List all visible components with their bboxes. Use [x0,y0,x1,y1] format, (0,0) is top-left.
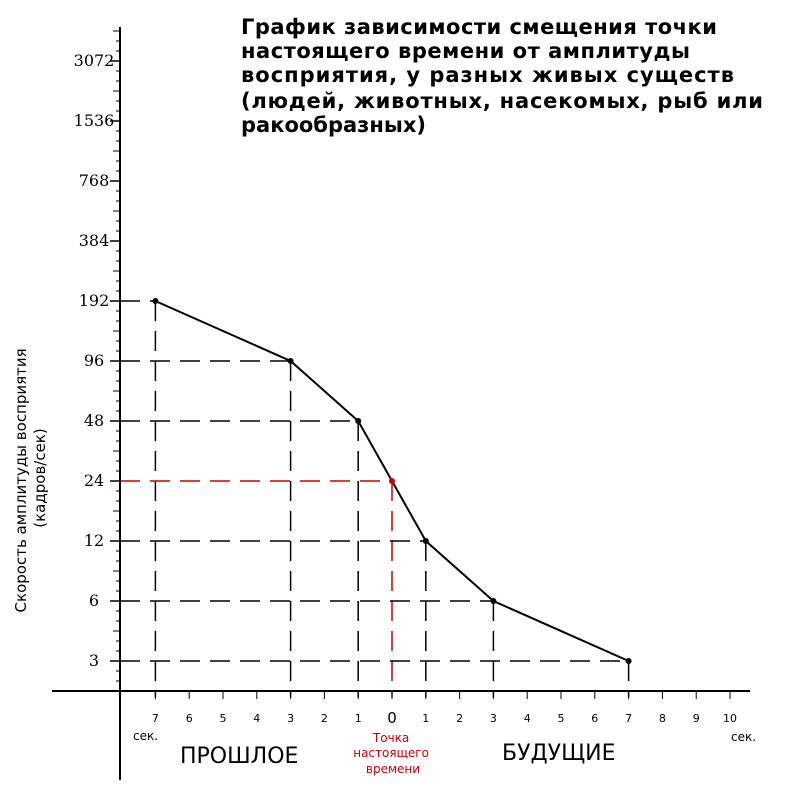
y-axis-label-line-2: (кадров/сек) [31,428,49,527]
x-tick-label: 6 [186,712,193,725]
y-tick-label: 3072 [74,51,115,70]
y-tick-label: 768 [79,171,110,190]
present-point-label-line-2: настоящего [353,746,429,760]
y-tick-label: 1536 [74,111,115,130]
data-point [625,658,632,664]
chart-title-line-2: настоящего времени от амплитуды [241,39,690,63]
series [152,298,632,664]
data-point [152,298,159,304]
x-tick-label: 4 [524,712,531,725]
x-tick-label: 10 [723,712,737,725]
x-tick-label: 1 [422,712,429,725]
y-tick-label: 3 [89,651,99,670]
present-point-label-line-1: Точка [372,731,409,745]
x-tick-label: 2 [456,712,463,725]
x-unit-label-left: сек. [133,729,158,743]
y-axis-label-line-1: Скорость амплитуды восприятия [12,348,30,612]
x-tick-label: 3 [287,712,294,725]
data-point [355,418,362,424]
data-point [287,358,294,364]
x-tick-label: 5 [220,712,227,725]
region-future-label: БУДУЩИЕ [502,741,616,766]
x-tick-label: 6 [591,712,598,725]
x-tick-label: 7 [625,712,632,725]
x-tick-label: 8 [659,712,666,725]
y-tick-label: 192 [79,291,110,310]
present-point-label: Точка настоящего времени [353,731,433,776]
y-axis-label: Скорость амплитуды восприятия (кадров/се… [12,344,49,613]
x-tick-label: 3 [490,712,497,725]
y-tick-label: 96 [84,351,104,370]
chart-title-line-4: (людей, животных, насекомых, рыб или [241,89,763,113]
x-tick-label: 2 [321,712,328,725]
x-tick-label: 9 [693,712,700,725]
chart-title-line-1: График зависимости смещения точки [241,15,717,39]
x-tick-label: 1 [355,712,362,725]
y-tick-label: 24 [84,471,104,490]
y-tick-label: 6 [89,591,99,610]
x-tick-label: 7 [152,712,159,725]
x-unit-label-right: сек. [731,730,756,744]
present-point-label-line-3: времени [366,762,420,776]
chart-title-line-3: восприятия, у разных живых существ [241,63,734,87]
y-tick-label: 48 [84,411,104,430]
x-tick-label: 5 [558,712,565,725]
region-past-label: ПРОШЛОЕ [180,744,298,769]
present-point [389,478,395,484]
chart-title: График зависимости смещения точки настоя… [241,15,771,137]
y-tick-label: 384 [79,231,110,250]
guide-lines [120,300,630,697]
chart-title-line-5: ракообразных) [241,113,426,137]
y-tick-label: 12 [84,531,104,550]
data-point [490,598,497,604]
x-tick-label: 4 [253,712,260,725]
data-point [422,538,429,544]
x-tick-label: 0 [387,709,397,727]
